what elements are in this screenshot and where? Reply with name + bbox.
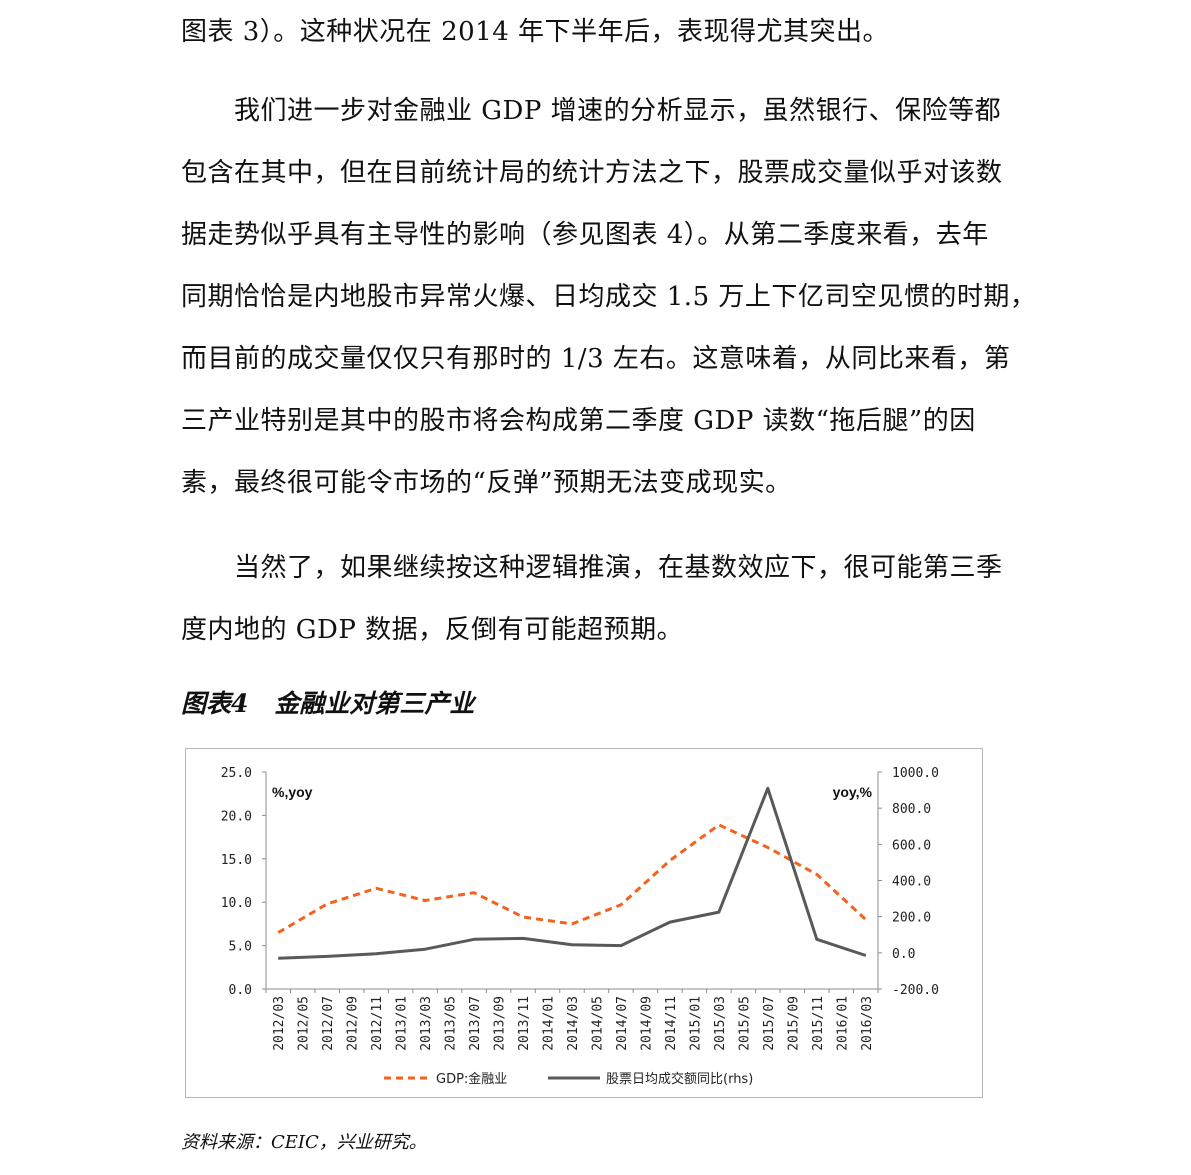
right-tick-label: 200.0 [892, 911, 931, 926]
left-tick-label: 0.0 [229, 983, 252, 998]
x-tick-label: 2013/09 [493, 996, 508, 1051]
left-tick-label: 25.0 [221, 766, 252, 781]
x-tick-label: 2015/11 [811, 996, 826, 1051]
x-tick-label: 2016/03 [860, 996, 875, 1051]
legend-label-turnover: 股票日均成交额同比(rhs) [606, 1071, 753, 1087]
line-chart: 25.0 20.0 15.0 10.0 5.0 0.0 1000.0 800.0 600.0 40… [221, 766, 939, 1087]
paragraph-conclusion: 当然了，如果继续按这种逻辑推演，在基数效应下，很可能第三季 度内地的 GDP 数… [181, 537, 1034, 661]
figure-number: 图表4 [181, 689, 249, 718]
x-tick-label: 2015/03 [713, 996, 728, 1051]
x-tick-label: 2015/01 [688, 996, 703, 1051]
left-tick-label: 20.0 [221, 809, 252, 824]
text-line: 素，最终很可能令市场的“反弹”预期无法变成现实。 [181, 468, 792, 498]
text-line: 当然了，如果继续按这种逻辑推演，在基数效应下，很可能第三季 [181, 553, 1003, 583]
right-tick-label: 1000.0 [892, 766, 939, 781]
x-tick-label: 2013/01 [395, 996, 410, 1051]
chart-container: 25.0 20.0 15.0 10.0 5.0 0.0 1000.0 800.0 600.0 40… [185, 748, 983, 1098]
x-tick-label: 2012/11 [370, 996, 385, 1051]
x-tick-label: 2015/05 [737, 996, 752, 1051]
legend-label-gdp-finance: GDP:金融业 [436, 1071, 507, 1087]
x-tick-label: 2012/09 [346, 996, 361, 1051]
x-tick-label: 2013/05 [444, 996, 459, 1051]
text-line: 包含在其中，但在目前统计局的统计方法之下，股票成交量似乎对该数 [181, 158, 1003, 188]
text-line: 据走势似乎具有主导性的影响（参见图表 4）。从第二季度来看，去年 [181, 220, 989, 250]
paragraph-analysis: 我们进一步对金融业 GDP 增速的分析显示，虽然银行、保险等都 包含在其中，但在… [181, 80, 1037, 514]
right-unit-label: yoy,% [833, 784, 873, 800]
text-line: 我们进一步对金融业 GDP 增速的分析显示，虽然银行、保险等都 [181, 96, 1002, 126]
x-tick-label: 2012/03 [272, 996, 287, 1051]
x-tick-label: 2012/07 [321, 996, 336, 1051]
left-unit-label: %,yoy [272, 784, 313, 800]
left-tick-label: 5.0 [229, 940, 252, 955]
x-tick-label: 2014/09 [639, 996, 654, 1051]
right-tick-label: -200.0 [892, 983, 939, 998]
right-tick-label: 400.0 [892, 875, 931, 890]
text-line: 图表 3）。这种状况在 2014 年下半年后，表现得尤其突出。 [181, 17, 890, 47]
x-tick-label: 2014/11 [664, 996, 679, 1051]
x-tick-label: 2015/07 [762, 996, 777, 1051]
text-line: 度内地的 GDP 数据，反倒有可能超预期。 [181, 615, 684, 645]
x-tick-label: 2014/05 [590, 996, 605, 1051]
left-tick-label: 15.0 [221, 853, 252, 868]
text-line: 而目前的成交量仅仅只有那时的 1/3 左右。这意味着，从同比来看，第 [181, 344, 1011, 374]
x-tick-label: 2013/03 [419, 996, 434, 1051]
text-line: 同期恰恰是内地股市异常火爆、日均成交 1.5 万上下亿司空见惯的时期， [181, 282, 1037, 312]
left-tick-label: 10.0 [221, 896, 252, 911]
x-tick-label: 2012/05 [297, 996, 312, 1051]
x-tick-label: 2014/07 [615, 996, 630, 1051]
x-tick-label: 2014/01 [542, 996, 557, 1051]
paragraph-intro: 图表 3）。这种状况在 2014 年下半年后，表现得尤其突出。 [181, 1, 1034, 63]
x-tick-label: 2013/11 [517, 996, 532, 1051]
series-turnover-line [278, 786, 867, 960]
figure-source: 资料来源：CEIC，兴业研究。 [181, 1132, 427, 1153]
text-line: 三产业特别是其中的股市将会构成第二季度 GDP 读数“拖后腿”的因 [181, 406, 976, 436]
x-tick-label: 2016/01 [835, 996, 850, 1051]
figure-title: 图表4 金融业对第三产业 [181, 684, 474, 720]
series-gdp-finance-line [277, 823, 867, 934]
x-tick-label: 2015/09 [786, 996, 801, 1051]
x-tick-label: 2014/03 [566, 996, 581, 1051]
right-tick-label: 600.0 [892, 838, 931, 853]
figure-caption: 金融业对第三产业 [274, 689, 475, 718]
right-tick-label: 800.0 [892, 802, 931, 817]
right-tick-label: 0.0 [892, 947, 915, 962]
x-tick-label: 2013/07 [468, 996, 483, 1051]
